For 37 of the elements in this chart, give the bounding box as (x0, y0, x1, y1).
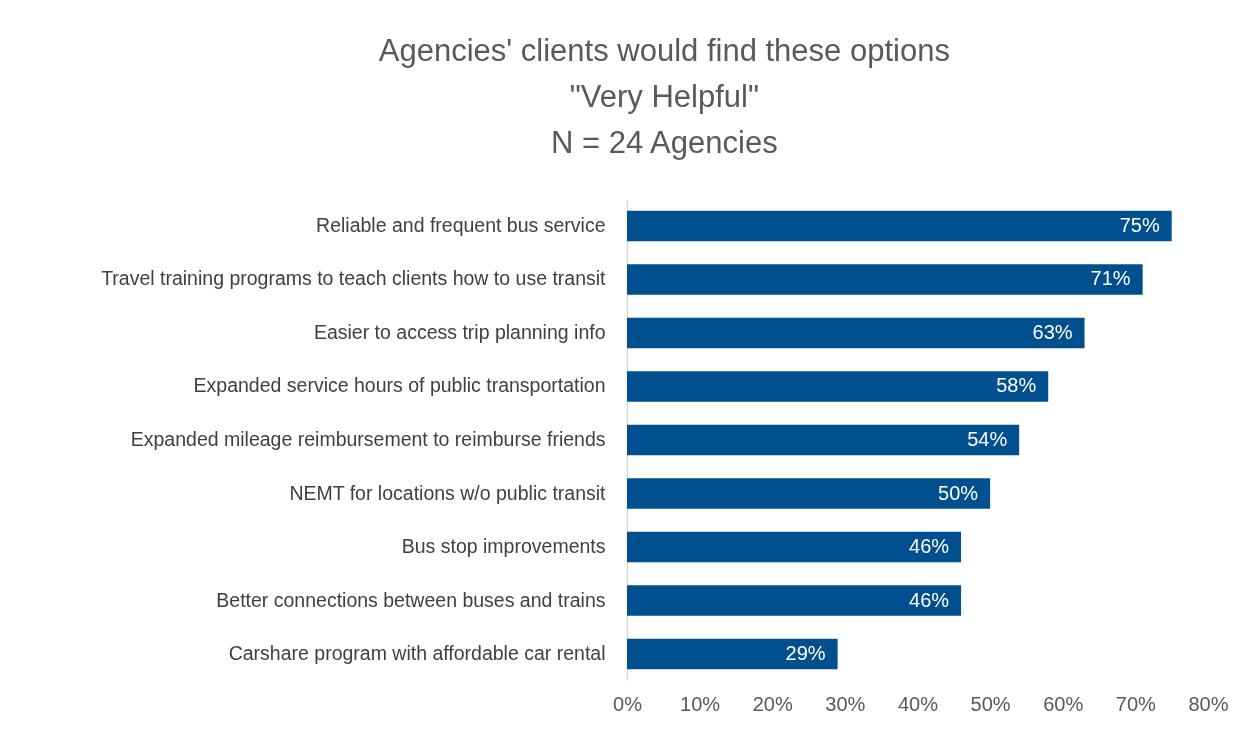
y-tick-label: Travel training programs to teach clients how to use transit (101, 267, 607, 290)
x-tick-label: 20% (752, 692, 793, 715)
y-tick-label: Carshare program with affordable car rental (228, 642, 606, 665)
x-tick-label: 10% (680, 692, 721, 715)
y-tick-label: Reliable and frequent bus service (316, 213, 606, 236)
y-tick-label: Expanded service hours of public transportation (193, 374, 606, 397)
y-tick-label: Better connections between buses and trains (216, 588, 606, 611)
x-tick-label: 80% (1188, 692, 1229, 715)
chart-title: Agencies' clients would find these options "Very Helpful" N = 24 Agencies (378, 33, 950, 160)
bar (627, 531, 962, 563)
data-label: 54% (967, 428, 1008, 450)
y-tick-label: Expanded mileage reimbursement to reimburse friends (130, 428, 606, 450)
y-tick-label: Easier to access trip planning info (313, 320, 606, 343)
data-label: 58% (996, 374, 1037, 397)
bar (627, 638, 838, 670)
bar (627, 317, 1085, 349)
y-tick-label: NEMT for locations w/o public transit (289, 481, 607, 504)
y-tick-label: Bus stop improvements (401, 535, 606, 558)
x-tick-label: 0% (613, 692, 643, 715)
data-label: 46% (909, 535, 950, 558)
bar (627, 210, 1172, 242)
bar (627, 585, 962, 616)
bar (627, 371, 1049, 402)
x-tick-label: 70% (1115, 692, 1157, 715)
bar (627, 424, 1020, 456)
data-label: 46% (909, 588, 950, 611)
x-tick-label: 50% (970, 692, 1011, 715)
data-label: 75% (1119, 213, 1160, 236)
data-label: 63% (1032, 320, 1073, 343)
bar (627, 478, 991, 509)
x-tick-label: 40% (897, 692, 939, 715)
data-label: 29% (785, 642, 826, 665)
x-tick-label: 60% (1043, 692, 1084, 715)
x-tick-label: 30% (825, 692, 866, 715)
data-label: 71% (1090, 267, 1131, 290)
bar (627, 264, 1143, 295)
data-label: 50% (938, 481, 979, 504)
